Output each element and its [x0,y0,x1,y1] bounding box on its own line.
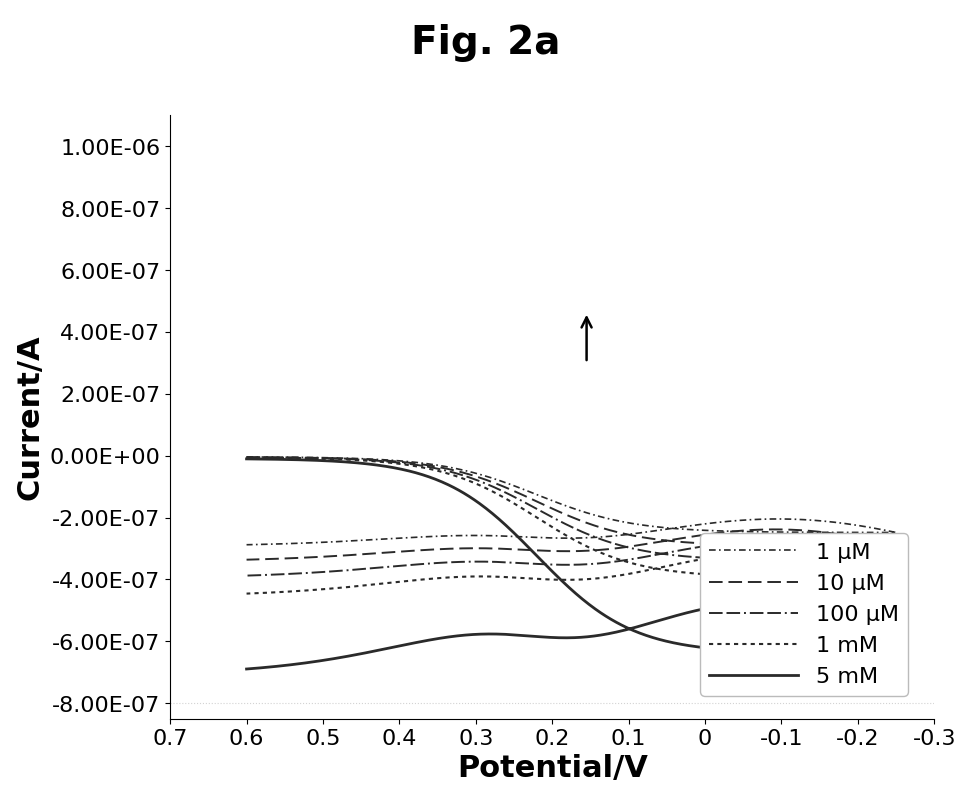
Legend: 1 μM, 10 μM, 100 μM, 1 mM, 5 mM: 1 μM, 10 μM, 100 μM, 1 mM, 5 mM [700,534,908,696]
Y-axis label: Current/A: Current/A [15,334,44,500]
X-axis label: Potential/V: Potential/V [456,754,648,783]
Text: Fig. 2a: Fig. 2a [411,24,560,62]
